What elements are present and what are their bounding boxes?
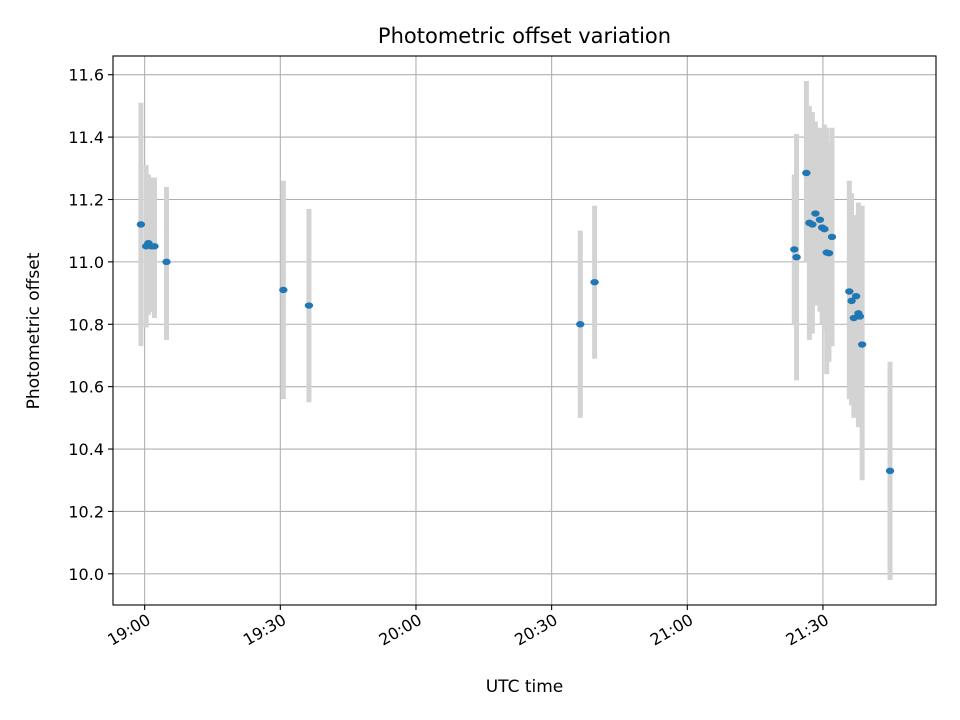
data-point [857, 341, 867, 348]
data-point [136, 221, 146, 228]
data-point [279, 286, 288, 294]
data-point [815, 216, 825, 223]
data-point [885, 467, 895, 475]
data-point [847, 297, 856, 305]
data-point [304, 302, 314, 309]
data-point [824, 249, 834, 257]
data-point [855, 313, 865, 320]
data-point [576, 321, 585, 328]
y-tick-label: 10.6 [68, 378, 104, 397]
y-tick-label: 11.4 [68, 128, 104, 147]
y-tick-label: 11.6 [68, 66, 104, 85]
y-tick-label: 10.8 [68, 315, 104, 334]
data-points [136, 169, 895, 475]
chart-title: Photometric offset variation [378, 24, 671, 48]
data-point [790, 246, 799, 253]
y-tick-label: 11.0 [68, 253, 104, 272]
plot-frame [112, 55, 937, 606]
x-axis-label: UTC time [486, 677, 564, 697]
y-tick-label: 11.2 [68, 190, 104, 209]
y-tick-label: 10.0 [68, 565, 104, 584]
data-point [845, 288, 854, 295]
y-tick-label: 10.2 [68, 502, 104, 521]
y-axis-label: Photometric offset [24, 252, 44, 409]
data-point [792, 253, 801, 261]
y-axis-ticks: 10.0 10.2 10.4 10.6 10.8 11.0 11.2 11.4 11.6 [68, 66, 113, 584]
data-point [827, 233, 837, 241]
data-point [808, 221, 817, 228]
data-point [590, 278, 599, 286]
data-point [162, 258, 171, 266]
data-point [811, 210, 820, 217]
data-point [820, 225, 829, 233]
data-point [851, 292, 861, 300]
data-point [150, 243, 159, 250]
y-tick-label: 10.4 [68, 440, 104, 459]
data-point [802, 169, 811, 177]
